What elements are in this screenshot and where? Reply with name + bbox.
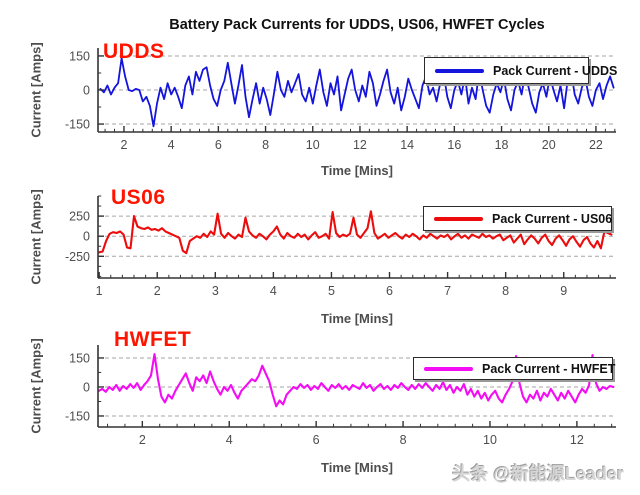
x-tick-label: 2 bbox=[139, 433, 146, 447]
x-tick-label: 4 bbox=[270, 284, 277, 298]
y-tick-label: 0 bbox=[83, 230, 90, 244]
x-tick-label: 8 bbox=[262, 138, 269, 152]
y-tick-label: -250 bbox=[65, 250, 90, 264]
legend-line-sample-hwfet bbox=[424, 366, 473, 371]
y-tick-label: -150 bbox=[65, 409, 90, 423]
x-axis-label-hwfet: Time [Mins] bbox=[321, 460, 393, 475]
x-tick-label: 14 bbox=[400, 138, 414, 152]
y-tick-label: 250 bbox=[69, 210, 90, 224]
x-tick-label: 8 bbox=[400, 433, 407, 447]
x-tick-label: 6 bbox=[386, 284, 393, 298]
legend-hwfet: Pack Current - HWFET bbox=[413, 357, 616, 380]
x-tick-label: 10 bbox=[306, 138, 320, 152]
legend-line-sample-us06 bbox=[434, 216, 483, 221]
x-tick-label: 18 bbox=[495, 138, 509, 152]
annotation-us06: US06 bbox=[111, 186, 166, 209]
x-tick-label: 9 bbox=[560, 284, 567, 298]
x-tick-label: 20 bbox=[542, 138, 556, 152]
x-tick-label: 22 bbox=[589, 138, 603, 152]
x-tick-label: 12 bbox=[570, 433, 584, 447]
x-tick-label: 8 bbox=[502, 284, 509, 298]
x-tick-label: 7 bbox=[444, 284, 451, 298]
x-axis-label-udds: Time [Mins] bbox=[321, 163, 393, 178]
y-tick-label: -150 bbox=[65, 118, 90, 132]
x-tick-label: 1 bbox=[96, 284, 103, 298]
data-line-hwfet bbox=[97, 353, 615, 408]
y-tick-label: 150 bbox=[69, 351, 90, 365]
legend-us06: Pack Current - US06 bbox=[423, 206, 612, 231]
legend-label-hwfet: Pack Current - HWFET bbox=[482, 361, 616, 376]
legend-label-us06: Pack Current - US06 bbox=[492, 211, 613, 226]
x-tick-label: 4 bbox=[168, 138, 175, 152]
x-tick-label: 16 bbox=[447, 138, 461, 152]
x-tick-label: 5 bbox=[328, 284, 335, 298]
x-tick-label: 10 bbox=[483, 433, 497, 447]
x-tick-label: 4 bbox=[226, 433, 233, 447]
x-axis-label-us06: Time [Mins] bbox=[321, 311, 393, 326]
x-tick-label: 6 bbox=[215, 138, 222, 152]
subplot-hwfet: 2 4 6 8 10 12 150 0 -150 bbox=[65, 345, 616, 447]
subplot-us06: 1 2 3 4 5 6 7 8 9 250 0 -250 bbox=[65, 195, 616, 298]
x-tick-label: 6 bbox=[313, 433, 320, 447]
x-tick-label: 12 bbox=[353, 138, 367, 152]
subplot-udds: 2 4 6 8 10 12 14 16 18 20 22 150 0 -150 bbox=[65, 48, 616, 152]
annotation-udds: UDDS bbox=[103, 40, 165, 63]
chart-title: Battery Pack Currents for UDDS, US06, HW… bbox=[169, 17, 545, 33]
legend-udds: Pack Current - UDDS bbox=[424, 57, 617, 84]
y-tick-label: 0 bbox=[83, 84, 90, 98]
x-tick-label: 2 bbox=[154, 284, 161, 298]
legend-label-udds: Pack Current - UDDS bbox=[493, 63, 618, 78]
data-line-udds bbox=[99, 57, 615, 128]
y-tick-label: 0 bbox=[83, 380, 90, 394]
y-tick-label: 150 bbox=[69, 49, 90, 63]
legend-line-sample-udds bbox=[435, 68, 484, 73]
watermark: 头条 @新能源Leader bbox=[452, 464, 624, 484]
x-tick-label: 2 bbox=[120, 138, 127, 152]
x-tick-label: 3 bbox=[212, 284, 219, 298]
data-line-us06 bbox=[98, 210, 613, 255]
annotation-hwfet: HWFET bbox=[114, 328, 192, 351]
